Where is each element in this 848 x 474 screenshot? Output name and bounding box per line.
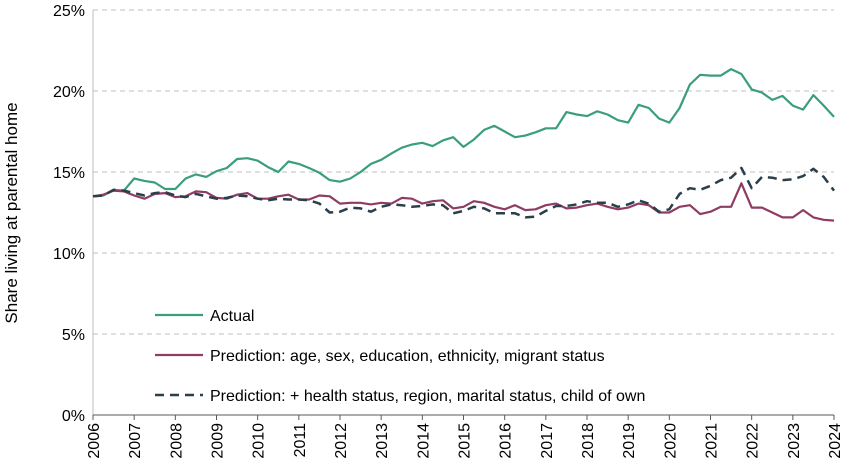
x-tick-label: 2018 bbox=[580, 423, 597, 459]
x-tick-label: 2009 bbox=[210, 423, 227, 459]
y-axis-title: Share living at parental home bbox=[2, 102, 21, 323]
gridlines bbox=[93, 9, 834, 335]
y-tick-label: 15% bbox=[53, 165, 85, 182]
legend-label-3: Prediction: + health status, region, mar… bbox=[210, 388, 645, 405]
x-tick-label: 2024 bbox=[827, 423, 844, 459]
x-tick-label: 2007 bbox=[127, 423, 144, 459]
x-tick-label: 2021 bbox=[704, 423, 721, 459]
x-tick-label: 2017 bbox=[539, 423, 556, 459]
series-line-1 bbox=[92, 68, 835, 198]
legend: Actual Prediction: age, sex, education, e… bbox=[155, 308, 645, 405]
x-tick-label: 2019 bbox=[621, 423, 638, 459]
x-tick-label: 2010 bbox=[251, 423, 268, 459]
y-tick-label: 25% bbox=[53, 3, 85, 20]
x-tick-label: 2006 bbox=[86, 423, 103, 459]
x-tick-label: 2015 bbox=[457, 423, 474, 459]
x-tick-label: 2022 bbox=[745, 423, 762, 459]
legend-label-1: Actual bbox=[210, 308, 254, 325]
axes: 0% 5% 10% 15% 20% 25% 2006 2007 2008 2009 2010 2011… bbox=[53, 3, 844, 459]
x-tick-label: 2013 bbox=[374, 423, 391, 459]
y-tick-label: 10% bbox=[53, 246, 85, 263]
y-tick-label: 5% bbox=[62, 327, 85, 344]
x-tick-label: 2023 bbox=[786, 423, 803, 459]
y-tick-label: 20% bbox=[53, 84, 85, 101]
x-tick-label: 2012 bbox=[333, 423, 350, 459]
y-tick-label: 0% bbox=[62, 408, 85, 425]
legend-label-2: Prediction: age, sex, education, ethnici… bbox=[210, 348, 605, 365]
series-lines bbox=[92, 68, 835, 222]
x-tick-label: 2014 bbox=[415, 423, 432, 459]
x-tick-label: 2008 bbox=[168, 423, 185, 459]
series-line-2 bbox=[92, 182, 835, 222]
series-line-3 bbox=[92, 166, 835, 219]
x-tick-label: 2016 bbox=[498, 423, 515, 459]
x-tick-label: 2020 bbox=[662, 423, 679, 459]
x-tick-label: 2011 bbox=[292, 423, 309, 458]
